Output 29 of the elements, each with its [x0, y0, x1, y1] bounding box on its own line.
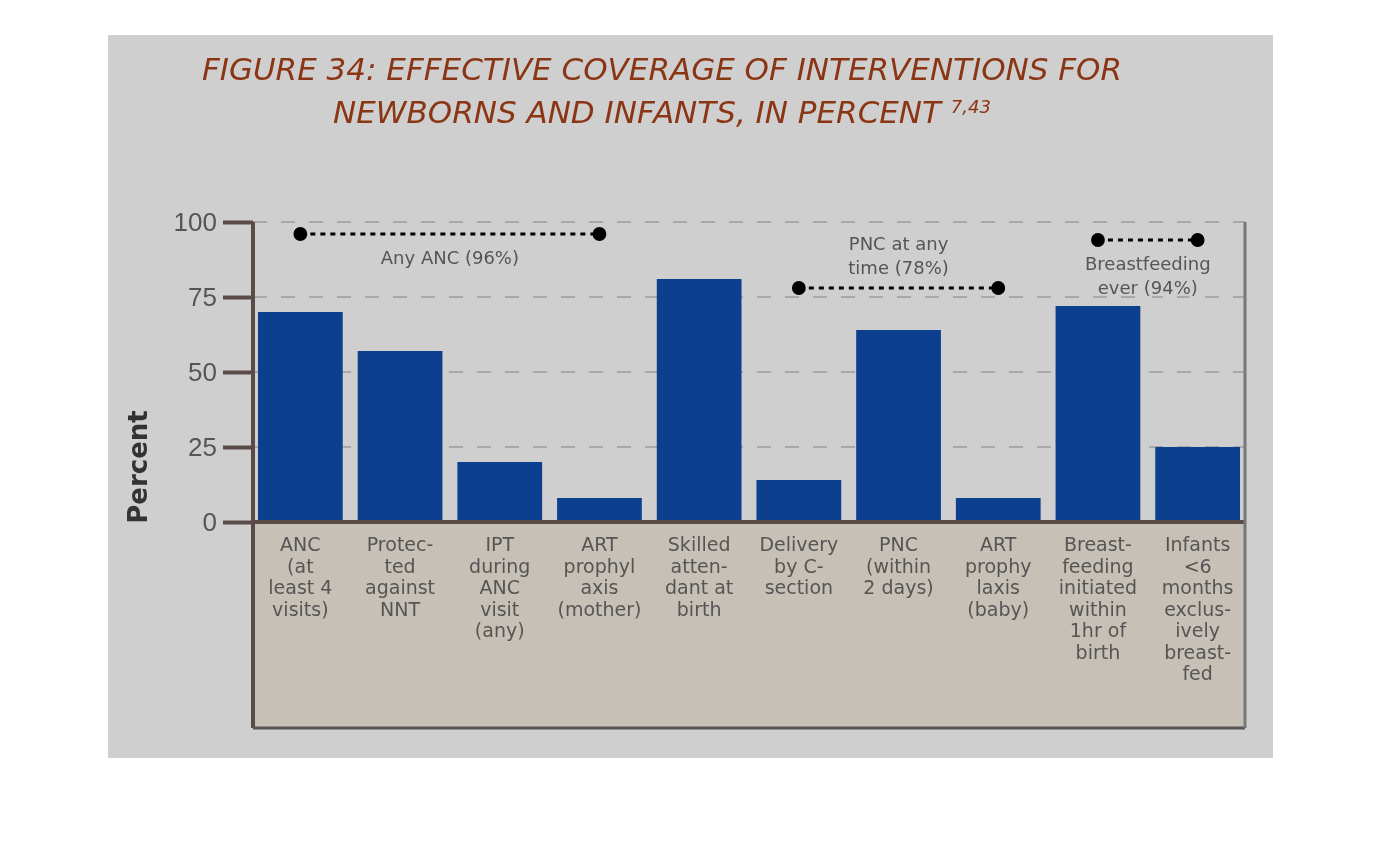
y-tick-label: 75	[188, 281, 217, 312]
y-tick-label: 25	[188, 431, 217, 462]
bar	[856, 330, 941, 522]
annotation: PNC at any time (78%)	[848, 233, 949, 278]
x-tick-label: ANC (at least 4 visits)	[268, 533, 333, 620]
bar	[357, 351, 443, 522]
x-tick-label: IPT during ANC visit (any)	[469, 533, 531, 641]
chart-title: FIGURE 34: EFFECTIVE COVERAGE OF INTERVENTIONS FOR NEWBORNS AND INFANTS, IN PERCENT $^{7,43}$	[201, 51, 1123, 130]
bar	[1155, 447, 1241, 522]
x-tick-label: Protec- ted against NNT	[365, 533, 436, 620]
bar	[656, 279, 742, 522]
x-tick-label: Skilled atten- dant at birth	[664, 533, 734, 620]
bar	[1055, 306, 1141, 522]
y-tick-label: 50	[188, 356, 217, 387]
annotation: Any ANC (96%)	[380, 247, 520, 268]
y-tick-label: 0	[202, 506, 217, 537]
x-tick-label: PNC (within 2 days)	[863, 533, 934, 598]
x-tick-label: Delivery by C- section	[759, 533, 839, 598]
bar	[457, 462, 543, 522]
x-tick-label: ART prophyl axis (mother)	[557, 533, 642, 620]
y-axis-title: Percent	[123, 410, 153, 524]
x-tick-label: ART prophy laxis (baby)	[965, 533, 1032, 620]
bar	[955, 498, 1041, 522]
annotation: Breastfeeding ever (94%)	[1084, 253, 1211, 298]
x-tick-label: Breast- feeding initiated within 1hr of birth	[1058, 533, 1138, 663]
y-tick-label: 100	[173, 206, 217, 237]
x-tick-label: Infants <6 months exclus- ively breast- fed	[1161, 533, 1234, 684]
bar	[557, 498, 642, 522]
bar	[756, 480, 842, 522]
